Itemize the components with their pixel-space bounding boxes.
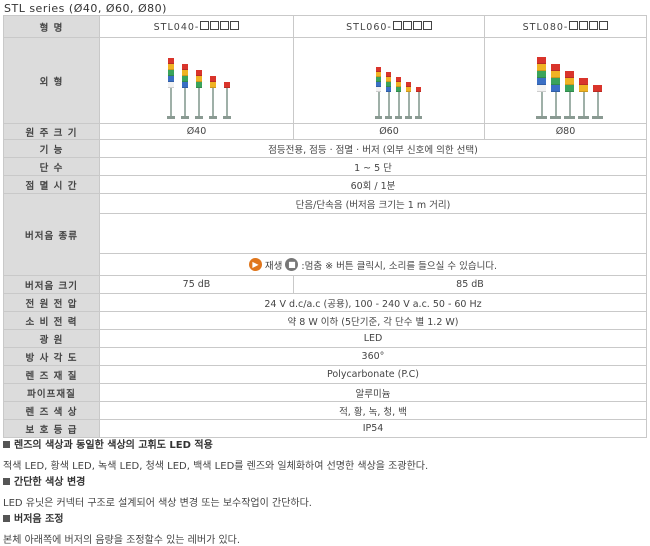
row-label: 원 주 크 기 <box>3 123 100 140</box>
signal-tower-illustration <box>385 71 392 119</box>
cell-value: 약 8 W 이하 (5단기준, 각 단수 별 1.2 W) <box>99 311 647 330</box>
signal-tower-illustration <box>405 81 412 119</box>
model-cell: STL080- <box>484 15 647 38</box>
table-row: 렌 즈 색 상 적, 황, 녹, 청, 백 <box>3 401 647 420</box>
signal-tower-illustration <box>536 56 547 119</box>
row-label: 버저음 종류 <box>3 193 100 276</box>
cell-value: Ø40 <box>99 123 294 140</box>
table-row: 점 멸 시 간 60회 / 1분 <box>3 175 647 194</box>
signal-tower-illustration <box>592 84 603 119</box>
signal-tower-illustration <box>415 86 422 119</box>
table-row: 렌 즈 재 질 Polycarbonate (P.C) <box>3 365 647 384</box>
signal-tower-illustration <box>195 69 203 119</box>
play-label: 재생 <box>264 260 283 272</box>
play-icon[interactable]: ▶ <box>248 258 262 271</box>
table-row: 방 사 각 도 360° <box>3 347 647 366</box>
stop-icon[interactable]: ■ <box>285 258 299 271</box>
table-row: 파이프재질 알루미늄 <box>3 383 647 402</box>
model-name: STL060- <box>346 21 392 33</box>
spec-table: 형 명 STL040- STL060- STL080- 외 형 원 주 크 기 … <box>3 15 647 438</box>
signal-tower-illustration <box>209 75 217 119</box>
table-row: 광 원 LED <box>3 329 647 348</box>
row-label: 전 원 전 압 <box>3 293 100 312</box>
row-label: 소 비 전 력 <box>3 311 100 330</box>
table-row: ▶ 재생 ■ :멈춤 ※ 버튼 클릭시, 소리를 들으실 수 있습니다. <box>4 253 647 276</box>
model-cell: STL040- <box>99 15 294 38</box>
cell-value: 24 V d.c/a.c (공용), 100 - 240 V a.c. 50 -… <box>99 293 647 312</box>
signal-tower-illustration <box>395 76 402 119</box>
row-label: 렌 즈 색 상 <box>3 401 100 420</box>
signal-tower-illustration <box>375 66 382 119</box>
buzzer-audio-area <box>99 213 647 254</box>
page-title: STL series (Ø40, Ø60, Ø80) <box>4 2 167 15</box>
buzzer-controls: ▶ 재생 ■ :멈춤 ※ 버튼 클릭시, 소리를 들으실 수 있습니다. <box>99 253 647 276</box>
section-heading: 간단한 색상 변경 <box>3 473 646 488</box>
product-image-80 <box>484 37 647 124</box>
feature-sections: 렌즈의 색상과 동일한 색상의 고휘도 LED 적용 적색 LED, 황색 LE… <box>3 433 646 546</box>
cell-value: 알루미늄 <box>99 383 647 402</box>
cell-value: Ø60 <box>293 123 485 140</box>
cell-value: 75 dB <box>99 275 294 294</box>
table-row: 버저음 종류 단음/단속음 (버저음 크기는 1 m 거리) <box>3 193 647 276</box>
cell-value: 60회 / 1분 <box>99 175 647 194</box>
section-heading: 렌즈의 색상과 동일한 색상의 고휘도 LED 적용 <box>3 436 646 451</box>
product-image-60 <box>293 37 485 124</box>
table-row: 소 비 전 력 약 8 W 이하 (5단기준, 각 단수 별 1.2 W) <box>3 311 647 330</box>
section-body: LED 유닛은 커넥터 구조로 설계되어 색상 변경 또는 보수작업이 간단하다… <box>3 498 312 509</box>
stop-note: :멈춤 ※ 버튼 클릭시, 소리를 들으실 수 있습니다. <box>301 260 498 272</box>
bullet-square-icon <box>3 478 10 485</box>
row-label: 방 사 각 도 <box>3 347 100 366</box>
bullet-square-icon <box>3 515 10 522</box>
row-label: 단 수 <box>3 157 100 176</box>
product-image-40 <box>99 37 294 124</box>
table-row: 전 원 전 압 24 V d.c/a.c (공용), 100 - 240 V a… <box>3 293 647 312</box>
model-name: STL040- <box>153 21 200 33</box>
cell-value: IP54 <box>99 419 647 438</box>
model-name: STL080- <box>522 21 569 33</box>
cell-value: 단음/단속음 (버저음 크기는 1 m 거리) <box>99 193 647 214</box>
row-label: 기 능 <box>3 139 100 158</box>
cell-value: 1 ~ 5 단 <box>99 157 647 176</box>
signal-tower-illustration <box>578 77 589 119</box>
row-label: 외 형 <box>3 37 100 124</box>
table-row: 보 호 등 급 IP54 <box>3 419 647 438</box>
table-row <box>4 213 647 254</box>
signal-tower-illustration <box>223 81 231 119</box>
cell-value: 점등전용, 점등 · 점멸 · 버저 (외부 신호에 의한 선택) <box>99 139 647 158</box>
section-heading: 버저음 조정 <box>3 510 646 525</box>
row-label: 형 명 <box>3 15 100 38</box>
cell-value: Polycarbonate (P.C) <box>99 365 647 384</box>
table-row-model: 형 명 STL040- STL060- STL080- <box>3 15 647 38</box>
row-label: 점 멸 시 간 <box>3 175 100 194</box>
table-row: 기 능 점등전용, 점등 · 점멸 · 버저 (외부 신호에 의한 선택) <box>3 139 647 158</box>
model-cell: STL060- <box>293 15 485 38</box>
cell-value: Ø80 <box>484 123 647 140</box>
cell-value: 적, 황, 녹, 청, 백 <box>99 401 647 420</box>
signal-tower-illustration <box>167 57 175 119</box>
section-body: 본체 아래쪽에 버저의 음량을 조정할수 있는 레버가 있다. <box>3 535 241 546</box>
row-label: 보 호 등 급 <box>3 419 100 438</box>
table-row: 원 주 크 기 Ø40 Ø60 Ø80 <box>3 123 647 140</box>
row-label: 광 원 <box>3 329 100 348</box>
row-label: 버저음 크기 <box>3 275 100 294</box>
section-body: 적색 LED, 황색 LED, 녹색 LED, 청색 LED, 백색 LED를 … <box>3 461 429 472</box>
row-label: 렌 즈 재 질 <box>3 365 100 384</box>
cell-value: LED <box>99 329 647 348</box>
table-row-appearance: 외 형 <box>3 37 647 124</box>
row-label: 파이프재질 <box>3 383 100 402</box>
signal-tower-illustration <box>564 70 575 119</box>
table-row: 버저음 크기 75 dB 85 dB <box>3 275 647 294</box>
bullet-square-icon <box>3 441 10 448</box>
signal-tower-illustration <box>550 63 561 119</box>
cell-value: 360° <box>99 347 647 366</box>
cell-value: 85 dB <box>293 275 647 294</box>
signal-tower-illustration <box>181 63 189 119</box>
table-row: 단 수 1 ~ 5 단 <box>3 157 647 176</box>
